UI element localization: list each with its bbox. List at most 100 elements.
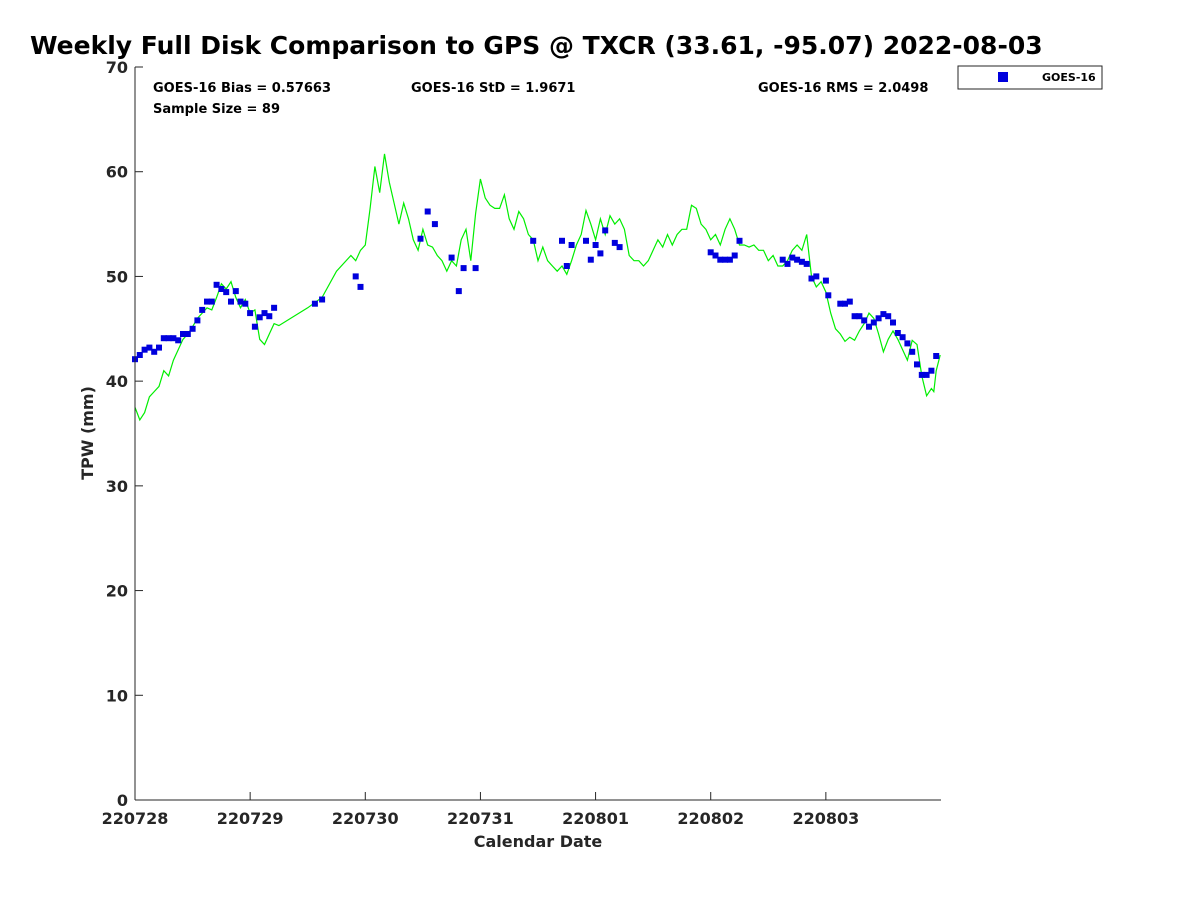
y-tick-label: 10: [106, 686, 128, 705]
goes16-point: [189, 325, 196, 332]
goes16-point: [559, 237, 565, 244]
goes16-point: [918, 371, 925, 378]
goes16-point: [218, 286, 225, 292]
goes16-point: [885, 313, 892, 320]
goes16-point: [165, 335, 172, 342]
goes16-point: [563, 263, 570, 269]
goes16-point: [587, 256, 594, 263]
goes16-point: [208, 298, 215, 305]
y-axis-ticks: 0 10 20 30 40 50 60 70: [106, 58, 143, 810]
goes16-point: [870, 319, 877, 326]
goes16-point: [448, 254, 455, 261]
sample-size-stat: Sample Size = 89: [153, 102, 280, 117]
goes16-point: [904, 340, 911, 347]
goes16-point: [798, 258, 805, 265]
goes16-point: [194, 317, 201, 324]
goes16-point: [602, 227, 609, 234]
x-tick-label: 220802: [677, 809, 744, 828]
goes16-point: [789, 254, 796, 261]
goes16-point-layer: [132, 208, 940, 378]
goes16-point: [909, 348, 916, 355]
goes16-point: [866, 323, 872, 330]
goes16-point: [271, 304, 278, 311]
y-axis-label: TPW (mm): [78, 386, 97, 480]
goes16-point: [825, 292, 832, 299]
goes16-point: [851, 313, 858, 320]
gps-tpw-line: [134, 153, 941, 422]
y-tick-label: 40: [106, 372, 128, 391]
goes16-point: [597, 250, 604, 257]
goes16-point: [568, 242, 575, 248]
chart-title: Weekly Full Disk Comparison to GPS @ TXC…: [30, 31, 1043, 60]
goes16-point: [213, 281, 220, 288]
goes16-point: [899, 334, 906, 341]
goes16-point: [736, 237, 743, 244]
goes16-point: [431, 221, 438, 228]
goes16-point: [880, 311, 887, 318]
goes16-point: [472, 265, 479, 272]
y-tick-label: 0: [117, 791, 128, 810]
x-tick-label: 220729: [217, 809, 284, 828]
goes16-point: [146, 344, 153, 351]
goes16-point: [712, 252, 719, 259]
bias-stat: GOES-16 Bias = 0.57663: [153, 81, 331, 96]
legend-marker-goes16: [998, 72, 1008, 82]
goes16-point: [808, 275, 815, 282]
goes16-point: [822, 277, 829, 284]
goes16-point: [170, 335, 177, 342]
plot-area: [132, 67, 941, 800]
goes16-point: [352, 273, 359, 280]
goes16-point: [460, 265, 467, 272]
goes16-point: [251, 323, 258, 330]
y-tick-label: 50: [106, 267, 128, 286]
std-stat: GOES-16 StD = 1.9671: [411, 81, 575, 96]
goes16-point: [803, 260, 810, 267]
goes16-point: [228, 298, 234, 305]
goes16-point: [256, 314, 263, 321]
goes16-point: [779, 256, 786, 263]
goes16-point: [242, 300, 249, 307]
x-tick-label: 220731: [447, 809, 514, 828]
x-tick-label: 220801: [562, 809, 629, 828]
goes16-point: [311, 300, 318, 307]
x-tick-label: 220803: [792, 809, 859, 828]
goes16-point: [232, 288, 239, 295]
rms-stat: GOES-16 RMS = 2.0498: [758, 81, 928, 96]
y-tick-label: 70: [106, 58, 128, 77]
goes16-point: [237, 298, 244, 305]
goes16-point: [914, 361, 920, 368]
goes16-point: [247, 310, 254, 317]
y-tick-label: 60: [106, 163, 128, 182]
goes16-point: [261, 310, 268, 317]
goes16-point: [846, 298, 853, 305]
plot-background: [135, 67, 941, 800]
goes16-point: [136, 352, 143, 358]
x-axis-ticks: 220728 220729 220730 220731 220801 220802 2208…: [102, 792, 859, 828]
goes16-point: [837, 300, 844, 307]
goes16-point: [592, 242, 599, 248]
goes16-point: [731, 252, 738, 259]
goes16-point: [204, 298, 210, 305]
goes16-point: [184, 331, 191, 337]
goes16-point: [357, 283, 364, 290]
goes16-point: [611, 239, 618, 246]
goes16-point: [861, 317, 868, 324]
x-tick-label: 220728: [102, 809, 169, 828]
goes16-point: [319, 296, 326, 303]
gps-line-layer: [134, 153, 941, 422]
goes16-point: [813, 273, 820, 280]
x-axis-label: Calendar Date: [474, 832, 603, 851]
y-tick-label: 30: [106, 477, 128, 496]
goes16-point: [890, 319, 896, 326]
legend-label-goes16: GOES-16: [1042, 71, 1096, 84]
y-tick-label: 20: [106, 582, 128, 601]
goes16-point: [266, 313, 273, 320]
goes16-point: [717, 256, 724, 263]
legend: GOES-16: [957, 65, 1103, 90]
goes16-point: [856, 313, 863, 320]
goes16-point: [180, 331, 186, 337]
legend-box: [957, 65, 1103, 90]
goes16-point: [417, 235, 424, 242]
goes16-point: [424, 208, 431, 215]
